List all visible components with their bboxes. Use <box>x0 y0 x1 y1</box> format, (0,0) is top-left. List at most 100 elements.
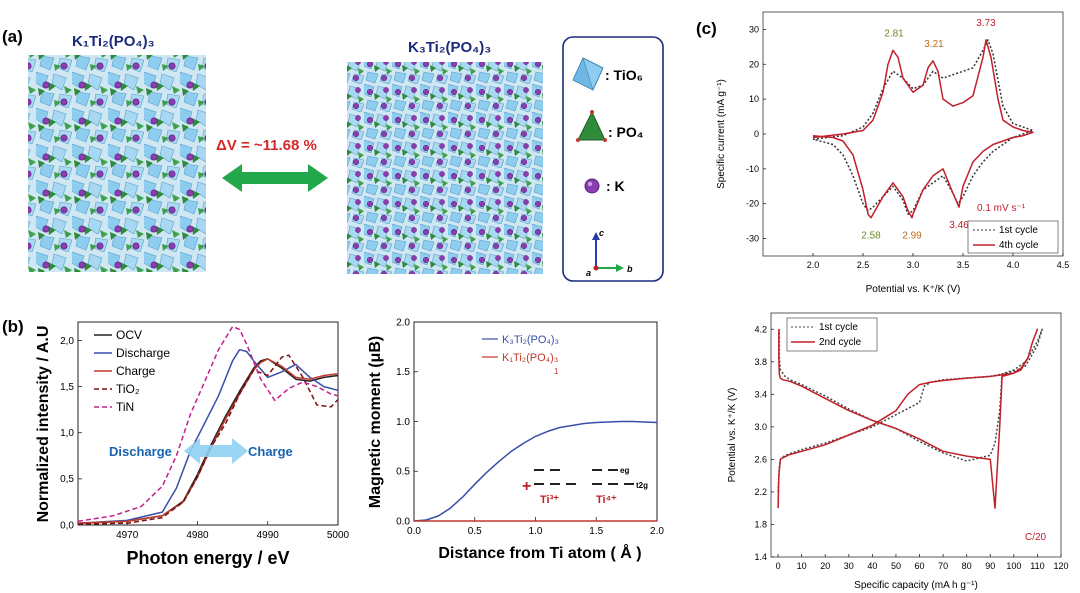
legend-tio6-label: : TiO₆ <box>605 67 643 83</box>
cv-peak-label: 3.46 <box>949 220 969 231</box>
k1-structure-title: K₁Ti₂(PO₄)₃ <box>72 33 155 50</box>
magnetic-y-axis-label: Magnetic moment (μB) <box>367 336 384 508</box>
y-tick-label: 1,0 <box>60 428 74 439</box>
x-tick-label: 100 <box>1006 561 1021 571</box>
cv-peak-label: 3.21 <box>924 39 944 50</box>
y-tick-label: 0 <box>754 129 759 139</box>
gcd-legend-series-0: 1st cycle <box>819 322 858 333</box>
magnetic-legend-series-0: K₃Ti₂(PO₄)₃ <box>502 334 559 346</box>
x-tick-label: 1.5 <box>589 526 603 537</box>
x-tick-label: 40 <box>867 561 877 571</box>
y-tick-label: 4.2 <box>754 324 767 334</box>
y-tick-label: 20 <box>749 59 759 69</box>
eg-label: eg <box>620 466 629 475</box>
x-tick-label: 5000 <box>327 530 350 541</box>
magnetic-x-axis-label: Distance from Ti atom ( Å ) <box>438 543 641 562</box>
y-tick-label: -10 <box>746 164 759 174</box>
volume-change-label: ΔV = ~11.68 % <box>216 137 317 154</box>
y-tick-label: 0,5 <box>60 474 74 485</box>
y-tick-label: 3.4 <box>754 389 767 399</box>
x-tick-label: 4990 <box>257 530 280 541</box>
x-tick-label: 120 <box>1053 561 1068 571</box>
magnetic-legend: K₃Ti₂(PO₄)₃ K₁Ti₂(PO₄)₃ 1 <box>482 334 559 376</box>
legend-po4-label: : PO₄ <box>608 124 643 140</box>
x-tick-label: 30 <box>844 561 854 571</box>
ti3-label: Ti³⁺ <box>540 494 559 506</box>
x-tick-label: 4.5 <box>1057 260 1070 270</box>
series-line-cv-0 <box>812 39 1034 215</box>
cv-y-axis-label: Specific current (mA g⁻¹) <box>716 79 727 189</box>
y-tick-label: 1.0 <box>396 417 410 428</box>
x-tick-label: 110 <box>1030 561 1044 571</box>
cv-legend: 1st cycle 4th cycle <box>967 220 1059 254</box>
xanes-x-axis-label: Photon energy / eV <box>126 548 289 568</box>
xanes-plot-frame <box>77 321 339 526</box>
y-tick-label: 1.5 <box>396 367 410 378</box>
k3-crystal-structure <box>347 62 543 274</box>
po4-tetrahedron-icon <box>577 110 606 141</box>
x-tick-label: 2.5 <box>857 260 870 270</box>
y-tick-label: 1,5 <box>60 382 74 393</box>
magnetic-moment-chart: 0.0 0.5 1.0 1.5 2.0 0.0 0.5 1.0 1.5 2.0 Distance … <box>367 317 664 562</box>
y-tick-label: -20 <box>746 199 759 209</box>
series-line-magnetic-0 <box>413 420 658 522</box>
x-tick-label: 70 <box>938 561 948 571</box>
y-tick-label: 2.6 <box>754 454 767 464</box>
k1-crystal-structure <box>28 55 206 272</box>
gcd-y-axis-label: Potential vs. K⁺/K (V) <box>727 388 738 483</box>
k3-structure-title: K₃Ti₂(PO₄)₃ <box>408 39 491 56</box>
gcd-x-axis-label: Specific capacity (mA h g⁻¹) <box>854 580 978 591</box>
k-atom-icon <box>584 178 600 194</box>
y-tick-label: 30 <box>749 24 759 34</box>
axis-b-label: b <box>627 264 633 274</box>
x-tick-label: 0.0 <box>407 526 421 537</box>
x-tick-label: 0.5 <box>468 526 482 537</box>
y-tick-label: 0.5 <box>396 467 410 478</box>
tio6-octahedron-icon <box>572 57 604 91</box>
y-tick-label: 10 <box>749 94 759 104</box>
x-tick-label: 60 <box>915 561 925 571</box>
charge-annotation: Charge <box>248 444 293 459</box>
legend-k-label: : K <box>606 178 625 194</box>
cv-chart: 2.0 2.5 3.0 3.5 4.0 4.5 -30 -20 -10 0 10 20 30 2.81 3… <box>716 11 1070 295</box>
y-tick-label: -30 <box>746 234 759 244</box>
axis-c-label: c <box>599 228 604 238</box>
cv-plot-frame <box>762 11 1064 257</box>
panel-a: (a) K₁Ti₂(PO₄)₃ K₃Ti₂(PO₄)₃ ΔV = ~11.68 … <box>2 27 664 282</box>
cv-rate-label: 0.1 mV s⁻¹ <box>977 203 1026 214</box>
x-tick-label: 20 <box>820 561 830 571</box>
structure-legend <box>562 36 664 282</box>
x-tick-label: 90 <box>985 561 995 571</box>
y-tick-label: 1.8 <box>754 519 767 529</box>
cv-x-axis-label: Potential vs. K⁺/K (V) <box>866 284 961 295</box>
magnetic-legend-series-1: K₁Ti₂(PO₄)₃ <box>502 352 558 364</box>
x-tick-label: 0 <box>776 561 781 571</box>
discharge-charge-arrow-icon <box>184 438 248 464</box>
crystal-axes-icon <box>592 232 624 272</box>
panel-label-c: (c) <box>696 19 717 38</box>
discharge-annotation: Discharge <box>109 444 172 459</box>
x-tick-label: 3.5 <box>957 260 970 270</box>
x-tick-label: 80 <box>962 561 972 571</box>
gcd-legend-series-1: 2nd cycle <box>819 337 862 348</box>
series-line-gcd-0 <box>777 328 1043 492</box>
xanes-chart: 4970 4980 4990 5000 0,0 0,5 1,0 1,5 2,0 Photon e… <box>35 321 350 568</box>
gcd-plot-frame <box>770 312 1062 558</box>
series-line-xanes-3 <box>77 354 339 525</box>
y-tick-label: 2.2 <box>754 487 767 497</box>
gcd-rate-label: C/20 <box>1025 532 1047 543</box>
xanes-legend: OCV Discharge Charge TiO₂ TiN <box>94 328 170 414</box>
spin-up-mark: + <box>522 478 531 495</box>
x-tick-label: 2.0 <box>807 260 820 270</box>
gcd-chart: 0 10 20 30 40 50 60 70 80 90 100 110 120 1.4 1.8 2.2 2.6… <box>727 312 1069 591</box>
y-tick-label: 0,0 <box>60 520 74 531</box>
xanes-y-axis-label: Normalized intensity / A.U <box>35 326 52 523</box>
x-tick-label: 4980 <box>186 530 209 541</box>
panel-label-b: (b) <box>2 317 24 336</box>
panel-label-a: (a) <box>2 27 23 46</box>
t2g-label: t2g <box>636 481 648 490</box>
series-line-gcd-1 <box>777 328 1039 509</box>
cv-peak-label: 3.73 <box>976 18 996 29</box>
x-tick-label: 3.0 <box>907 260 920 270</box>
x-tick-label: 1.0 <box>529 526 543 537</box>
